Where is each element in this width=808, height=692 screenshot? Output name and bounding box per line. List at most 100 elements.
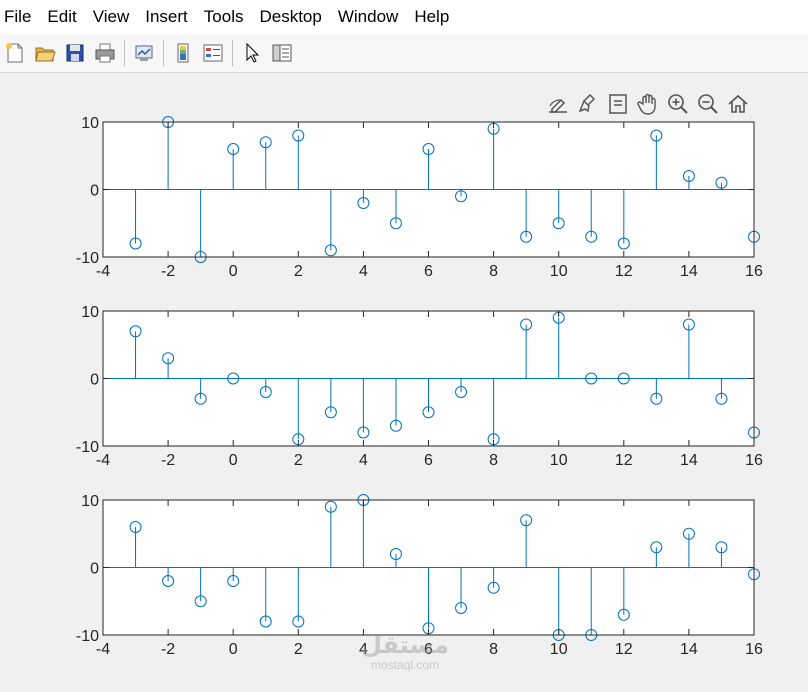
y-tick-label: -10 — [76, 439, 99, 456]
menu-file[interactable]: File — [4, 7, 32, 26]
data-tips-icon[interactable] — [604, 90, 632, 118]
stem-marker — [682, 318, 695, 331]
y-tick-label: 0 — [90, 372, 99, 389]
x-tick-label: 6 — [424, 452, 433, 469]
stem-marker — [259, 136, 272, 149]
stem-marker — [487, 581, 500, 594]
save-icon[interactable] — [60, 38, 90, 68]
y-tick-label: 10 — [81, 304, 99, 321]
home-icon[interactable] — [724, 90, 752, 118]
x-tick-label: 10 — [550, 452, 568, 469]
menu-help[interactable]: Help — [414, 7, 450, 26]
x-tick-label: 0 — [229, 452, 238, 469]
stem-marker — [292, 129, 305, 142]
link-plot-icon[interactable] — [129, 38, 159, 68]
stem-marker — [455, 386, 468, 398]
pan-hand-icon[interactable] — [634, 90, 662, 118]
x-tick-label: 14 — [680, 641, 698, 658]
insert-legend-icon[interactable] — [198, 38, 228, 68]
new-file-icon[interactable] — [0, 38, 30, 68]
menu-insert[interactable]: Insert — [145, 7, 188, 26]
x-tick-label: 2 — [294, 263, 303, 280]
brush-edit-icon[interactable] — [544, 90, 572, 118]
toolbar — [0, 34, 808, 73]
x-tick-label: 6 — [424, 263, 433, 280]
x-tick-label: 4 — [359, 452, 368, 469]
x-tick-label: 8 — [489, 263, 498, 280]
print-icon[interactable] — [90, 38, 120, 68]
y-tick-label: -10 — [76, 250, 99, 267]
x-tick-label: 16 — [745, 263, 763, 280]
stem-marker — [617, 608, 630, 621]
x-tick-label: -2 — [161, 263, 175, 280]
stem-marker — [292, 615, 305, 628]
stem-marker — [389, 217, 402, 230]
stem-marker — [389, 419, 402, 432]
stem-marker — [520, 514, 533, 527]
menu-window[interactable]: Window — [337, 7, 399, 26]
pointer-icon[interactable] — [237, 38, 267, 68]
y-tick-label: 0 — [90, 561, 99, 578]
property-inspector-icon[interactable] — [267, 38, 297, 68]
stem-marker — [227, 575, 240, 587]
stem-marker — [324, 500, 337, 513]
x-tick-label: -4 — [96, 641, 110, 658]
figure-canvas: -4 -2 0 2 4 6 8 10 12 14 16 -10 0 10 -4 -2 0 2 4 6 8 10 12 14 16… — [76, 115, 763, 658]
subplot-3: -4 -2 0 2 4 6 8 10 12 14 16 -10 0 10 — [76, 493, 763, 658]
x-tick-label: 8 — [489, 452, 498, 469]
x-tick-label: 6 — [424, 641, 433, 658]
data-brush-icon[interactable] — [574, 90, 602, 118]
x-tick-label: 14 — [680, 263, 698, 280]
stem-marker — [585, 372, 598, 385]
stem-marker — [552, 217, 565, 230]
zoom-in-icon[interactable] — [664, 90, 692, 118]
x-tick-label: 16 — [745, 641, 763, 658]
menu-edit[interactable]: Edit — [47, 7, 77, 26]
y-tick-label: 10 — [81, 493, 99, 510]
x-tick-label: 12 — [615, 452, 633, 469]
stem-marker — [357, 426, 370, 439]
stem-marker — [129, 325, 142, 338]
stem-marker — [650, 392, 663, 405]
menu-desktop[interactable]: Desktop — [259, 7, 322, 26]
open-folder-icon[interactable] — [30, 38, 60, 68]
stem-marker — [422, 406, 435, 419]
stem-marker — [162, 352, 175, 365]
zoom-out-icon[interactable] — [694, 90, 722, 118]
x-tick-label: -4 — [96, 452, 110, 469]
menu-bar: File Edit View Insert Tools Desktop Window Help — [0, 0, 808, 34]
insert-colorbar-icon[interactable] — [168, 38, 198, 68]
x-tick-label: -2 — [161, 452, 175, 469]
x-tick-label: 12 — [615, 263, 633, 280]
subplot-1: -4 -2 0 2 4 6 8 10 12 14 16 -10 0 10 — [76, 115, 763, 280]
y-tick-label: -10 — [76, 628, 99, 645]
y-tick-label: 0 — [90, 183, 99, 200]
x-tick-label: 0 — [229, 263, 238, 280]
x-tick-label: 16 — [745, 452, 763, 469]
stem-marker — [455, 190, 468, 203]
stem-marker — [357, 197, 370, 209]
stem-marker — [455, 602, 468, 614]
stem-marker — [162, 575, 175, 587]
stem-marker — [259, 615, 272, 628]
x-tick-label: -2 — [161, 641, 175, 658]
stem-marker — [422, 143, 435, 155]
stem-marker — [389, 548, 402, 560]
stem-marker — [194, 595, 207, 608]
menu-view[interactable]: View — [92, 7, 130, 26]
stem-marker — [324, 406, 337, 419]
stem-marker — [682, 527, 695, 540]
x-tick-label: -4 — [96, 263, 110, 280]
x-tick-label: 2 — [294, 641, 303, 658]
x-tick-label: 10 — [550, 641, 568, 658]
stem-marker — [650, 129, 663, 142]
x-tick-label: 0 — [229, 641, 238, 658]
x-tick-label: 2 — [294, 452, 303, 469]
stem-marker — [520, 230, 533, 243]
stem-marker — [617, 372, 630, 385]
menu-tools[interactable]: Tools — [203, 7, 244, 26]
stem-marker — [259, 386, 272, 398]
stem-marker — [650, 541, 663, 554]
stem-marker — [129, 521, 142, 533]
x-tick-label: 12 — [615, 641, 633, 658]
